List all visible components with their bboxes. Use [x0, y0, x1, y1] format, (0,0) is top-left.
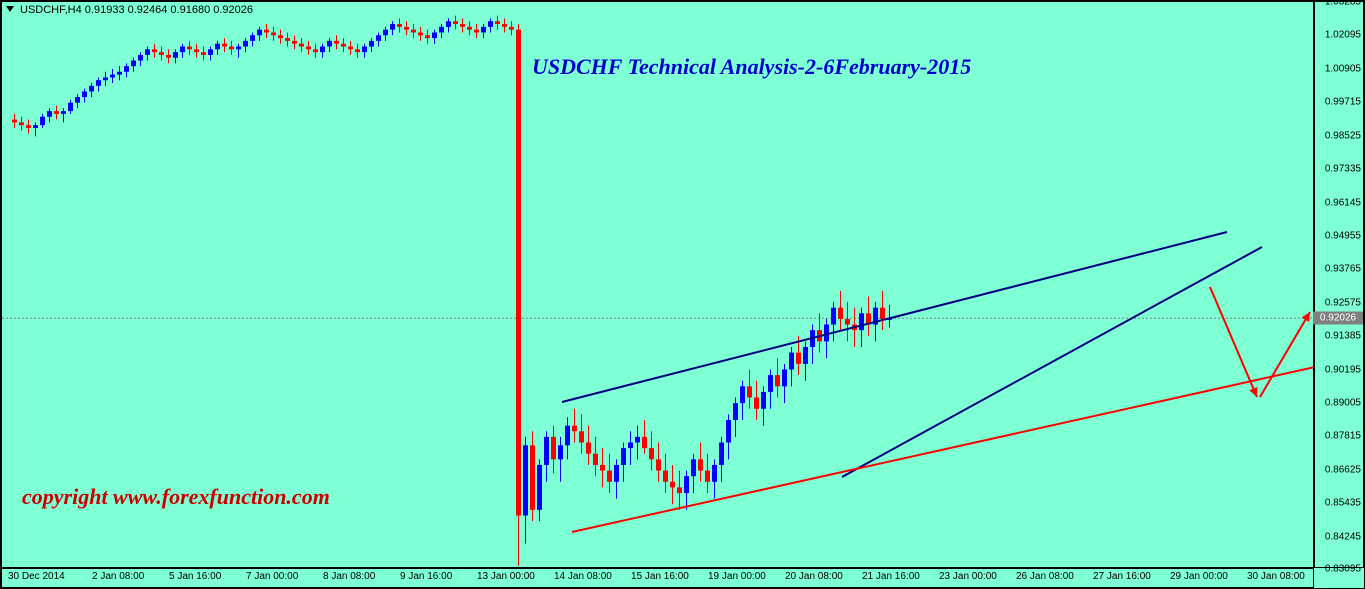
y-tick-label: 0.87815	[1325, 431, 1361, 442]
copyright-text: copyright www.forexfunction.com	[22, 484, 330, 510]
x-tick-label: 8 Jan 08:00	[323, 571, 375, 582]
y-tick-label: 0.86625	[1325, 464, 1361, 475]
chart-title: USDCHF Technical Analysis-2-6February-20…	[532, 54, 971, 80]
x-tick-label: 9 Jan 16:00	[400, 571, 452, 582]
x-tick-label: 13 Jan 00:00	[477, 571, 535, 582]
y-tick-label: 0.93765	[1325, 264, 1361, 275]
y-tick-label: 0.92575	[1325, 297, 1361, 308]
x-tick-label: 27 Jan 16:00	[1093, 571, 1151, 582]
y-tick-label: 0.90195	[1325, 364, 1361, 375]
y-tick-label: 0.85435	[1325, 498, 1361, 509]
y-tick-label: 0.84245	[1325, 531, 1361, 542]
chart-window: USDCHF,H4 0.91933 0.92464 0.91680 0.9202…	[0, 0, 1365, 589]
x-tick-label: 21 Jan 16:00	[862, 571, 920, 582]
x-tick-label: 30 Dec 2014	[8, 571, 65, 582]
y-tick-label: 1.02095	[1325, 30, 1361, 41]
y-tick-label: 1.03285	[1325, 0, 1361, 8]
y-axis: 1.03285 1.02095 1.00905 0.99715 0.98525 0.973…	[1314, 1, 1364, 568]
current-price-tag: 0.92026	[1313, 312, 1363, 325]
x-tick-label: 23 Jan 00:00	[939, 571, 997, 582]
x-tick-label: 15 Jan 16:00	[631, 571, 689, 582]
y-tick-label: 0.99715	[1325, 97, 1361, 108]
x-tick-label: 14 Jan 08:00	[554, 571, 612, 582]
y-tick-label: 0.83095	[1325, 564, 1361, 575]
x-tick-label: 20 Jan 08:00	[785, 571, 843, 582]
x-tick-label: 7 Jan 00:00	[246, 571, 298, 582]
x-tick-label: 29 Jan 00:00	[1170, 571, 1228, 582]
x-tick-label: 26 Jan 08:00	[1016, 571, 1074, 582]
x-axis: 30 Dec 2014 2 Jan 08:00 5 Jan 16:00 7 Jan 0…	[1, 568, 1314, 588]
y-tick-label: 0.91385	[1325, 331, 1361, 342]
x-tick-label: 19 Jan 00:00	[708, 571, 766, 582]
y-tick-label: 0.97335	[1325, 164, 1361, 175]
x-tick-label: 30 Jan 08:00	[1247, 571, 1305, 582]
chart-plot-area[interactable]: USDCHF,H4 0.91933 0.92464 0.91680 0.9202…	[1, 1, 1314, 568]
y-tick-label: 0.96145	[1325, 197, 1361, 208]
y-tick-label: 0.94955	[1325, 230, 1361, 241]
y-tick-label: 0.98525	[1325, 130, 1361, 141]
x-tick-label: 5 Jan 16:00	[169, 571, 221, 582]
x-tick-label: 2 Jan 08:00	[92, 571, 144, 582]
y-tick-label: 0.89005	[1325, 398, 1361, 409]
y-tick-label: 1.00905	[1325, 63, 1361, 74]
